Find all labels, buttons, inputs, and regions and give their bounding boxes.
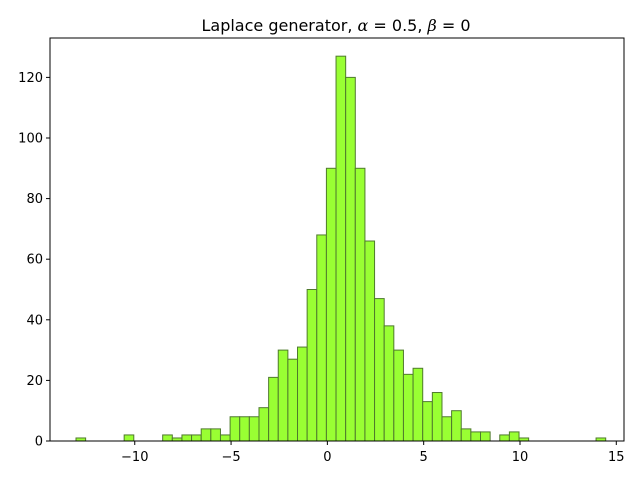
x-tick-label: 5 (420, 450, 428, 465)
histogram-bar (470, 431, 481, 442)
y-tick-label: 120 (18, 71, 43, 86)
y-tick-label: 60 (26, 253, 43, 268)
histogram-bar (219, 434, 231, 442)
chart-title: Laplace generator, α = 0.5, β = 0 (201, 16, 470, 35)
x-tick-label: −10 (121, 450, 148, 465)
histogram-bar (402, 373, 414, 442)
histogram-bar (412, 367, 424, 442)
histogram-bar (499, 434, 510, 442)
histogram-bar (162, 434, 173, 442)
histogram-bar (258, 407, 270, 442)
plot-frame (49, 37, 625, 442)
histogram-bar (316, 234, 327, 442)
histogram-bar (364, 240, 376, 442)
histogram-bar (325, 167, 337, 442)
histogram-bar (383, 325, 395, 442)
histogram-bar (306, 289, 318, 442)
histogram-bar (393, 349, 404, 442)
histogram-bar (354, 167, 366, 442)
y-tick-label: 20 (26, 374, 43, 389)
histogram-bar (200, 428, 212, 442)
histogram-bar (181, 434, 193, 442)
histogram-bar (374, 298, 385, 442)
histogram-bar (508, 431, 520, 442)
x-tick-label: 0 (323, 450, 331, 465)
x-tick-label: 10 (512, 450, 529, 465)
histogram-bar (191, 434, 202, 442)
histogram-bar (431, 392, 443, 442)
histogram-bars (75, 55, 607, 442)
histogram-bar (480, 431, 491, 442)
histogram-bar (441, 416, 453, 442)
histogram-bar (287, 358, 299, 442)
histogram-bar (277, 349, 289, 442)
axes: −10 −5 0 5 10 15 0 20 40 60 80 100 120 (18, 37, 625, 465)
y-tick-label: 40 (26, 313, 43, 328)
histogram-bar (123, 434, 135, 442)
x-tick-label: 15 (608, 450, 625, 465)
histogram-bar (268, 376, 279, 442)
histogram-bar (422, 401, 433, 442)
histogram-bar (239, 416, 250, 442)
y-tick-label: 100 (18, 131, 43, 146)
y-tick-label: 0 (35, 435, 43, 450)
histogram-bar (248, 416, 260, 442)
histogram-bar (297, 346, 308, 442)
histogram-bar (335, 55, 347, 442)
x-tick-label: −5 (221, 450, 240, 465)
histogram-bar (210, 428, 221, 442)
histogram-bar (460, 428, 472, 442)
y-tick-label: 80 (26, 192, 43, 207)
histogram-bar (345, 76, 356, 442)
histogram-bar (229, 416, 241, 442)
histogram-bar (451, 410, 462, 442)
